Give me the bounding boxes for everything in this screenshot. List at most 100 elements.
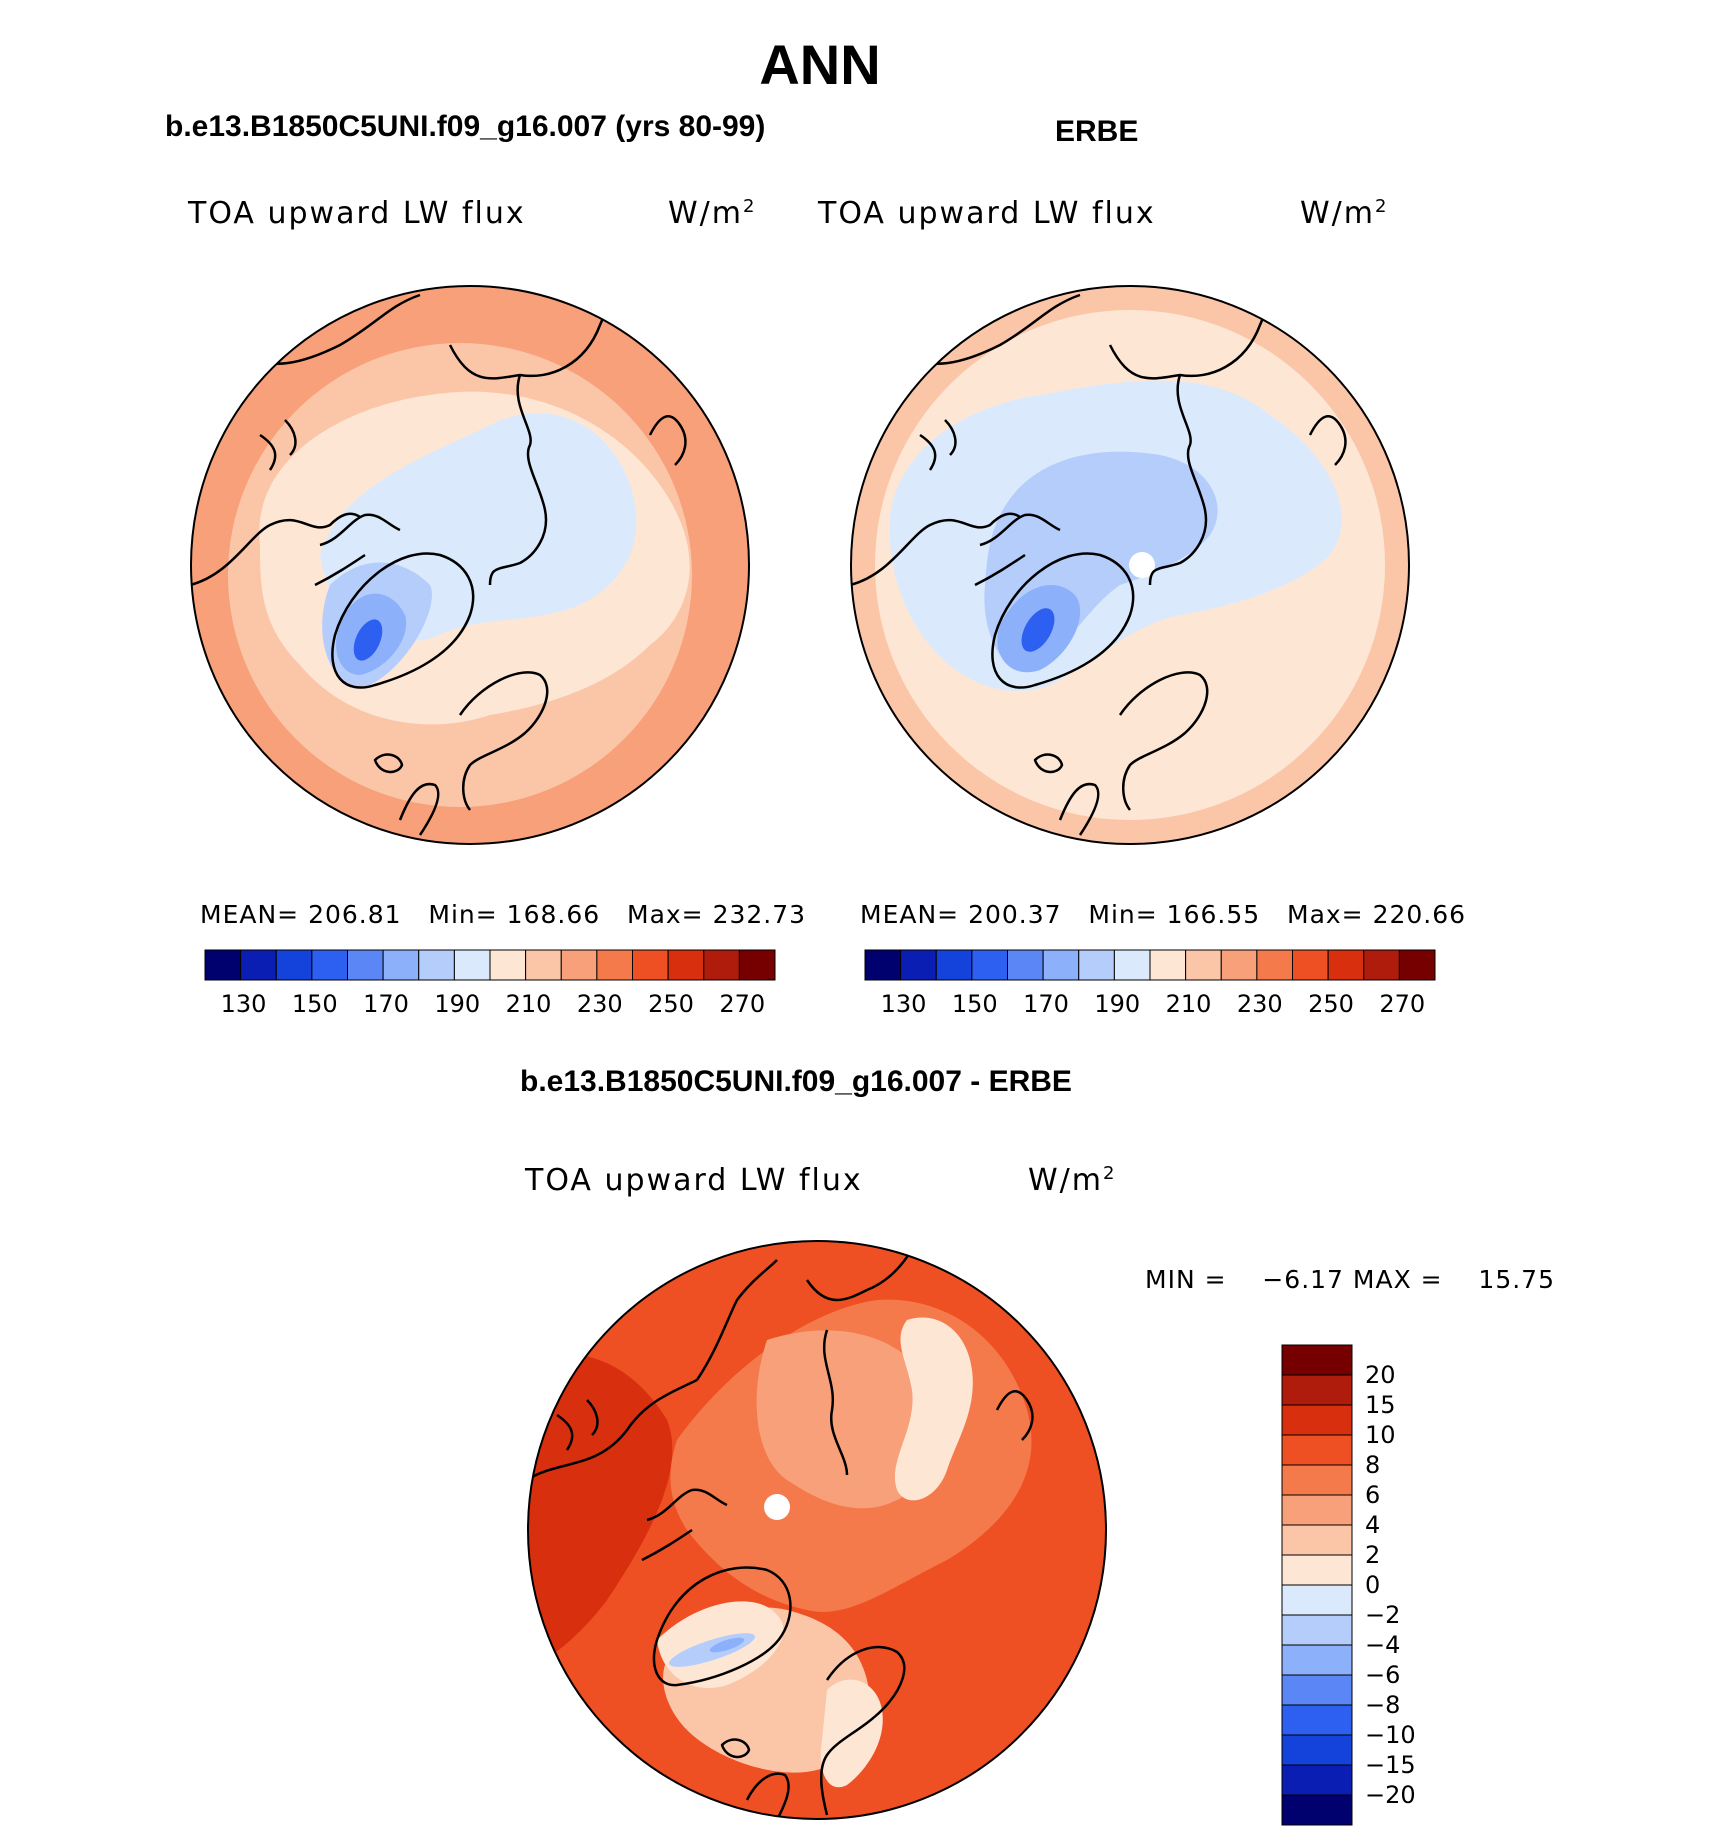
- obs-colorbar-box: [1256, 949, 1293, 981]
- model-coastlines: [191, 286, 687, 836]
- difference-colorbar-box: [1281, 1644, 1353, 1676]
- obs-colorbar-box: [1078, 949, 1115, 981]
- difference-colorbar-tick-label: 0: [1365, 1571, 1381, 1599]
- difference-colorbar-tick-label: −10: [1365, 1721, 1416, 1749]
- difference-polar-map: [527, 1240, 1107, 1820]
- difference-colorbar-tick-label: −6: [1365, 1661, 1401, 1689]
- difference-colorbar-tick-label: 8: [1365, 1451, 1381, 1479]
- difference-colorbar-tick-label: −8: [1365, 1691, 1401, 1719]
- obs-colorbar-box: [935, 949, 973, 981]
- model-colorbar-tick-label: 150: [291, 990, 338, 1018]
- difference-units-label: W/m2: [1028, 1163, 1116, 1198]
- obs-variable-label: TOA upward LW flux: [818, 196, 1156, 231]
- obs-colorbar-box: [1007, 949, 1044, 981]
- difference-field-4-6: [756, 1330, 942, 1509]
- difference-panel-header: b.e13.B1850C5UNI.f09_g16.007 - ERBE: [520, 1065, 1072, 1098]
- obs-polar-map: [850, 285, 1410, 845]
- difference-max-value: 15.75: [1478, 1265, 1555, 1294]
- obs-colorbar-tick-label: 230: [1236, 990, 1283, 1018]
- figure-title: ANN: [759, 33, 881, 96]
- model-colorbar-tick-label: 250: [648, 990, 694, 1018]
- model-colorbar-box: [240, 949, 277, 981]
- difference-colorbar-box: [1281, 1374, 1353, 1406]
- model-min-value: 168.66: [506, 900, 601, 929]
- difference-colorbar-box: [1281, 1614, 1353, 1646]
- obs-mean-value: 200.37: [968, 900, 1062, 929]
- model-colorbar-box: [596, 949, 633, 981]
- model-panel-header: b.e13.B1850C5UNI.f09_g16.007 (yrs 80-99): [165, 110, 766, 143]
- difference-colorbar-tick-label: 15: [1365, 1391, 1396, 1419]
- obs-colorbar-tick-label: 170: [1023, 990, 1069, 1018]
- obs-colorbar-box: [1292, 949, 1329, 981]
- obs-units-label: W/m2: [1300, 196, 1388, 231]
- obs-colorbar-tick-label: 250: [1308, 990, 1354, 1018]
- model-colorbar-box: [275, 949, 313, 981]
- model-colorbar-box: [489, 949, 527, 981]
- difference-colorbar-tick-label: 20: [1365, 1361, 1396, 1389]
- model-colorbar-box: [347, 949, 384, 981]
- difference-variable-label: TOA upward LW flux: [525, 1163, 863, 1198]
- difference-colorbar: [1281, 1344, 1353, 1826]
- model-units: W/m: [668, 196, 743, 231]
- obs-colorbar-tick-label: 150: [951, 990, 998, 1018]
- difference-field-10-15: [528, 1353, 673, 1670]
- difference-colorbar-box: [1281, 1524, 1353, 1556]
- model-colorbar-box: [738, 949, 776, 981]
- obs-stats: MEAN= 200.37 Min= 166.55 Max= 220.66: [860, 900, 1466, 929]
- difference-colorbar-box: [1281, 1404, 1353, 1436]
- model-colorbar-box: [418, 949, 455, 981]
- obs-mean-label: MEAN=: [860, 900, 960, 929]
- difference-colorbar-box: [1281, 1554, 1353, 1586]
- model-polar-map: [190, 285, 750, 845]
- obs-max-value: 220.66: [1372, 900, 1467, 929]
- obs-colorbar: [864, 949, 1436, 981]
- difference-max-label: MAX =: [1352, 1265, 1443, 1294]
- difference-field-min: [709, 1637, 745, 1653]
- difference-field-0-2-ridge: [894, 1317, 973, 1501]
- difference-range: MIN = −6.17 MAX = 15.75: [1145, 1265, 1555, 1294]
- model-colorbar-box: [453, 949, 491, 981]
- model-colorbar: [204, 949, 776, 981]
- model-colorbar-tick-label: 230: [576, 990, 623, 1018]
- obs-colorbar-tick-label: 270: [1379, 990, 1426, 1018]
- obs-colorbar-box: [864, 949, 902, 981]
- model-colorbar-box: [525, 949, 562, 981]
- obs-colorbar-tick-label: 210: [1165, 990, 1212, 1018]
- difference-colorbar-tick-label: −20: [1365, 1781, 1416, 1809]
- model-mean-value: 206.81: [308, 900, 402, 929]
- obs-colorbar-box: [1220, 949, 1258, 981]
- difference-units-exp: 2: [1103, 1163, 1117, 1184]
- model-colorbar-tick-label: 270: [719, 990, 766, 1018]
- model-max-value: 232.73: [712, 900, 807, 929]
- obs-colorbar-box: [1363, 949, 1400, 981]
- difference-colorbar-tick-label: −15: [1365, 1751, 1416, 1779]
- obs-field-min: [1021, 608, 1055, 652]
- difference-min-label: MIN =: [1145, 1265, 1227, 1294]
- difference-colorbar-tick-label: 10: [1365, 1421, 1396, 1449]
- model-colorbar-tick-label: 130: [220, 990, 267, 1018]
- obs-missing-pole: [1129, 552, 1155, 578]
- obs-units: W/m: [1300, 196, 1375, 231]
- model-colorbar-ticks: 130 150 170 190 210 230 250 270: [205, 990, 775, 1020]
- model-colorbar-box: [204, 949, 242, 981]
- difference-colorbar-box: [1281, 1494, 1353, 1526]
- model-colorbar-tick-label: 170: [363, 990, 409, 1018]
- obs-colorbar-box: [971, 949, 1008, 981]
- obs-colorbar-box: [1398, 949, 1436, 981]
- difference-coastlines: [528, 1241, 1034, 1819]
- difference-colorbar-box: [1281, 1344, 1353, 1376]
- obs-colorbar-tick-label: 190: [1094, 990, 1141, 1018]
- difference-colorbar-tick-label: 2: [1365, 1541, 1381, 1569]
- difference-colorbar-box: [1281, 1794, 1353, 1826]
- obs-units-exp: 2: [1375, 196, 1389, 217]
- model-colorbar-box: [667, 949, 705, 981]
- model-colorbar-box: [632, 949, 669, 981]
- obs-colorbar-tick-label: 130: [880, 990, 927, 1018]
- model-variable-label: TOA upward LW flux: [188, 196, 526, 231]
- model-min-label: Min=: [428, 900, 498, 929]
- obs-min-value: 166.55: [1166, 900, 1261, 929]
- model-mean-label: MEAN=: [200, 900, 300, 929]
- difference-colorbar-tick-label: 6: [1365, 1481, 1381, 1509]
- model-units-exp: 2: [743, 196, 757, 217]
- obs-colorbar-box: [900, 949, 937, 981]
